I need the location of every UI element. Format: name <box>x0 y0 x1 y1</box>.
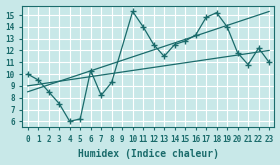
X-axis label: Humidex (Indice chaleur): Humidex (Indice chaleur) <box>78 149 219 159</box>
